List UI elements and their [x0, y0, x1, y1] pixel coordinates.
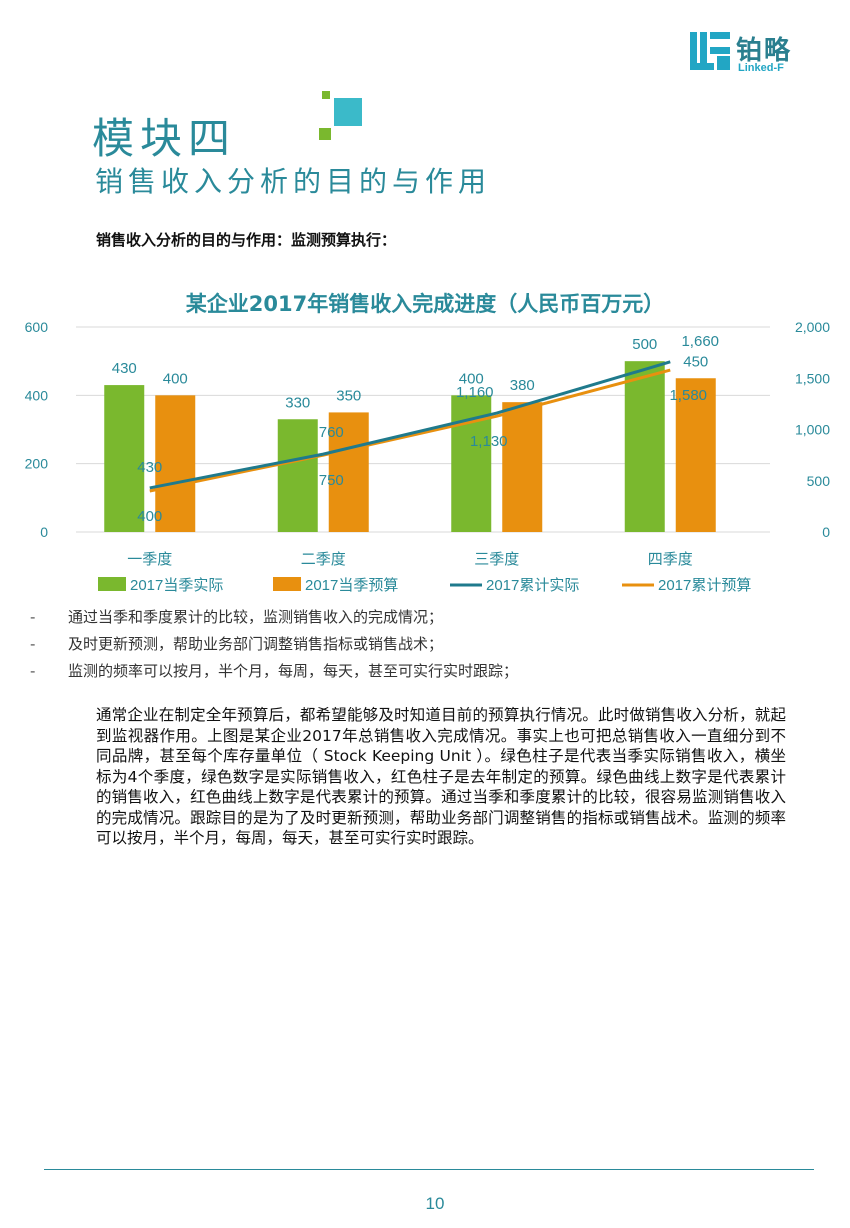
y-right-tick-label: 1,500 [795, 370, 830, 386]
bullet-text: 通过当季和季度累计的比较，监测销售收入的完成情况； [68, 608, 444, 626]
y-right-tick-label: 2,000 [795, 319, 830, 335]
sales-progress-chart: 某企业2017年销售收入完成进度（人民币百万元） 430 400 330 350 400… [25, 292, 830, 594]
list-item: - 监测的频率可以按月，半个月，每周，每天，甚至可实行实时跟踪； [30, 657, 810, 684]
line-budget-label: 1,580 [669, 387, 707, 404]
chart-axes: 0 200 400 600 0 500 1,000 1,500 2,000 一季度 二季度 三季度 四季… [25, 319, 830, 568]
bullet-dash: - [30, 634, 36, 653]
legend-label: 2017累计实际 [486, 577, 579, 594]
x-tick-label: 二季度 [301, 550, 346, 568]
module-title: 模块四 [92, 114, 237, 163]
section-heading: 销售收入分析的目的与作用：监测预算执行： [96, 231, 397, 249]
bar-actual-label: 330 [285, 394, 310, 411]
bar-budget-label: 380 [510, 377, 535, 394]
y-right-tick-label: 500 [807, 473, 830, 489]
legend-label: 2017当季预算 [305, 576, 398, 594]
footer-divider [44, 1169, 814, 1170]
bar-budget-label: 400 [163, 370, 188, 387]
legend-label: 2017累计预算 [658, 576, 751, 594]
line-budget-label: 1,130 [470, 433, 508, 450]
legend-label: 2017当季实际 [130, 577, 223, 594]
x-tick-label: 三季度 [474, 550, 519, 568]
line-cumulative-budget [149, 368, 671, 493]
y-right-tick-label: 1,000 [795, 422, 830, 438]
logo-text-en: Linked-F [738, 62, 784, 74]
legend-swatch [98, 577, 126, 591]
bar-budget [502, 402, 543, 532]
bar-actual-label: 500 [632, 336, 657, 353]
logo-mark-icon [690, 32, 730, 70]
bar-actual-label: 430 [112, 360, 137, 377]
page-number: 10 [425, 1194, 445, 1213]
bar-actual [104, 385, 145, 532]
bullet-dash: - [30, 661, 36, 680]
line-actual-label: 430 [137, 459, 162, 476]
y-left-tick-label: 400 [25, 387, 49, 403]
bar-actual-label: 400 [459, 370, 484, 387]
line-actual-label: 1,660 [681, 333, 719, 350]
legend-swatch [273, 577, 301, 591]
y-left-tick-label: 0 [40, 524, 48, 540]
bar-actual [624, 361, 665, 532]
line-budget-label: 400 [137, 508, 162, 525]
list-item: - 通过当季和季度累计的比较，监测销售收入的完成情况； [30, 603, 810, 630]
list-item: - 及时更新预测，帮助业务部门调整销售指标或销售战术； [30, 630, 810, 657]
chart-bars [104, 361, 716, 532]
chart-lines [149, 360, 671, 493]
chart-data-labels: 430 400 330 350 400 380 500 450 430 760 1,160 1,660… [112, 333, 719, 525]
line-budget-label: 750 [319, 472, 344, 489]
line-cumulative-actual [149, 360, 671, 490]
line-actual-label: 1,160 [456, 384, 494, 401]
decor-square-mid [319, 128, 331, 140]
logo-text-cn: 铂略 [736, 36, 793, 66]
bullet-text: 及时更新预测，帮助业务部门调整销售指标或销售战术； [68, 635, 444, 653]
bar-budget [155, 395, 196, 532]
chart-legend: 2017当季实际 2017当季预算 2017累计实际 2017累计预算 [98, 576, 751, 594]
chart-title: 某企业2017年销售收入完成进度（人民币百万元） [186, 292, 664, 316]
bar-budget-label: 450 [683, 353, 708, 370]
decor-square-small [322, 91, 330, 99]
y-right-tick-label: 0 [822, 524, 830, 540]
bar-budget [328, 412, 369, 532]
bar-budget [675, 378, 716, 532]
x-tick-label: 四季度 [648, 550, 693, 568]
y-left-tick-label: 600 [25, 319, 49, 335]
module-subtitle: 销售收入分析的目的与作用 [95, 165, 492, 198]
bullet-list: - 通过当季和季度累计的比较，监测销售收入的完成情况； - 及时更新预测，帮助业… [30, 603, 810, 684]
line-actual-label: 760 [319, 424, 344, 441]
bar-actual [277, 419, 318, 532]
brand-logo: 铂略 Linked-F [690, 30, 820, 75]
decor-square-large [334, 98, 362, 126]
y-left-tick-label: 200 [25, 456, 49, 472]
x-tick-label: 一季度 [127, 550, 172, 568]
bullet-dash: - [30, 607, 36, 626]
body-paragraph: 通常企业在制定全年预算后，都希望能够及时知道目前的预算执行情况。此时做销售收入分… [96, 706, 786, 847]
bullet-text: 监测的频率可以按月，半个月，每周，每天，甚至可实行实时跟踪； [68, 662, 519, 680]
bar-budget-label: 350 [336, 387, 361, 404]
